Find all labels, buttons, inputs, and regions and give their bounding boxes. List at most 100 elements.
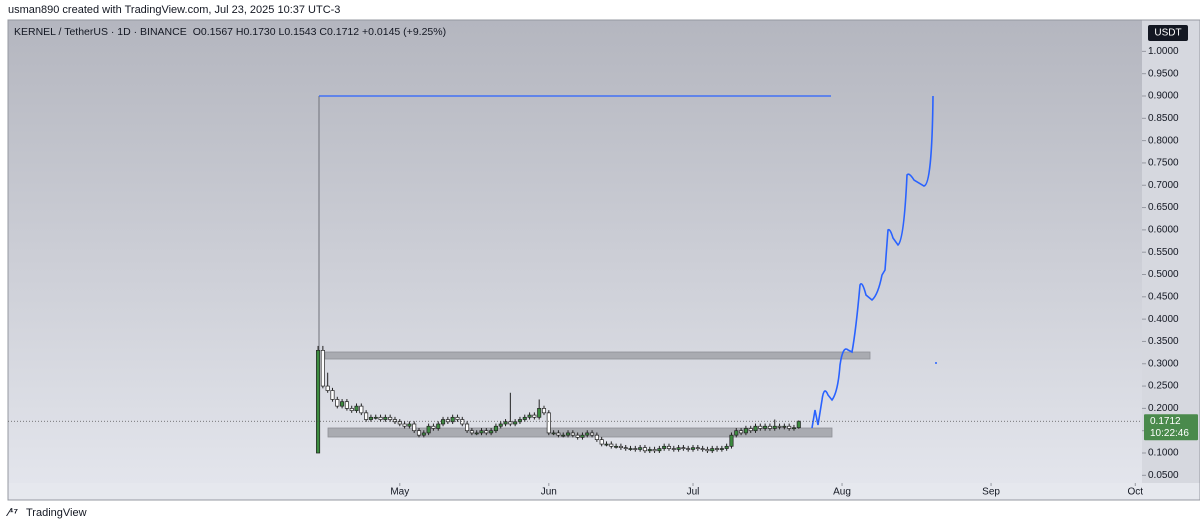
candle-body: [671, 448, 676, 450]
candle-body: [570, 432, 575, 436]
candle-body: [368, 416, 373, 420]
x-tick-label: Sep: [982, 487, 1000, 498]
candle-body: [364, 412, 369, 420]
candle-body: [460, 419, 465, 425]
candle-body: [402, 423, 407, 427]
candle-body: [474, 432, 479, 435]
y-tick-label: 0.7500: [1148, 158, 1179, 169]
candle-body: [594, 434, 599, 440]
x-tick-label: Aug: [833, 487, 851, 498]
y-tick-label: 0.3500: [1148, 336, 1179, 347]
candle-body: [686, 448, 691, 450]
candle-body: [517, 419, 522, 423]
candle-body: [532, 414, 537, 418]
candle-body: [787, 425, 792, 429]
candle-body: [753, 425, 758, 432]
candle-body: [407, 423, 412, 427]
candle-body: [469, 430, 474, 434]
candle-body: [373, 416, 378, 419]
candle-body: [739, 430, 744, 434]
candle-body: [724, 445, 729, 449]
time-axis-area: [8, 483, 1200, 500]
y-tick-label: 0.8500: [1148, 113, 1179, 124]
candle-body: [763, 425, 768, 429]
candle-body: [330, 390, 335, 400]
price-axis-area: [1142, 20, 1200, 483]
y-tick-label: 0.6500: [1148, 202, 1179, 213]
candle-body: [647, 449, 652, 452]
candle-body: [445, 419, 450, 423]
candle-body: [715, 448, 720, 450]
candle-body: [676, 447, 681, 450]
dot: [935, 362, 937, 364]
candle-body: [378, 416, 383, 420]
x-tick-label: May: [390, 487, 409, 498]
candle-body: [493, 425, 498, 432]
y-tick-label: 0.4000: [1148, 314, 1179, 325]
candles: [316, 345, 801, 454]
candle-body: [628, 448, 633, 450]
y-tick-label: 0.5000: [1148, 269, 1179, 280]
y-tick-label: 0.5500: [1148, 247, 1179, 258]
candle-body: [710, 448, 715, 452]
candle-body: [556, 432, 561, 436]
candle-body: [782, 425, 787, 428]
candle-body: [729, 434, 734, 447]
symbol: KERNEL / TetherUS · 1D · BINANCE: [14, 26, 187, 38]
candle-body: [320, 350, 325, 387]
candle-body: [614, 445, 619, 448]
candle-body: [580, 434, 585, 438]
y-tick-label: 0.4500: [1148, 291, 1179, 302]
candle-body: [416, 430, 422, 436]
candle-body: [489, 430, 494, 434]
candle-body: [599, 439, 604, 445]
candle-body: [484, 430, 489, 434]
candle-body: [316, 350, 321, 454]
candle-body: [450, 416, 455, 423]
candle-body: [344, 401, 349, 409]
projection-path: [811, 95, 934, 429]
candle-body: [705, 449, 710, 452]
last-price-badge: [1144, 414, 1198, 441]
candle-body: [690, 447, 696, 450]
candle-body: [421, 432, 426, 436]
candle-body: [349, 408, 354, 411]
frame: [7, 19, 1200, 501]
candle-body: [777, 425, 782, 428]
candle-body: [609, 443, 614, 447]
candle-body: [465, 423, 470, 432]
candle-body: [498, 423, 503, 427]
candle-body: [541, 408, 547, 414]
y-tick-label: 0.2500: [1148, 381, 1179, 392]
candle-body: [383, 416, 388, 420]
y-tick-label: 0.2000: [1148, 403, 1179, 414]
candle-body: [666, 445, 672, 449]
candle-body: [479, 430, 484, 434]
candle-body: [585, 432, 590, 436]
candle-body: [633, 448, 638, 450]
candle-body: [392, 419, 398, 423]
candle-body: [734, 430, 739, 436]
y-tick-label: 0.9000: [1148, 91, 1179, 102]
brand: ⁄¹⁷: [5, 507, 19, 519]
candle-body: [796, 420, 801, 429]
countdown: 10:22:46: [1150, 428, 1189, 439]
x-tick-label: Oct: [1127, 487, 1143, 498]
candle-body: [743, 428, 748, 434]
currency-badge: [1148, 25, 1188, 41]
x-tick-label: Jun: [541, 487, 557, 498]
candle-body: [748, 428, 753, 432]
candle-body: [604, 443, 609, 446]
candle-body: [436, 423, 441, 429]
candle-body: [681, 447, 686, 450]
y-tick-label: 0.1000: [1148, 448, 1179, 459]
candle-body: [772, 425, 777, 429]
candle-body: [426, 425, 431, 434]
candle-body: [623, 447, 628, 450]
candle-body: [522, 416, 527, 420]
candle-body: [758, 425, 763, 429]
candle-body: [791, 427, 796, 430]
plot-area: [8, 20, 1142, 483]
candle-body: [431, 425, 436, 429]
